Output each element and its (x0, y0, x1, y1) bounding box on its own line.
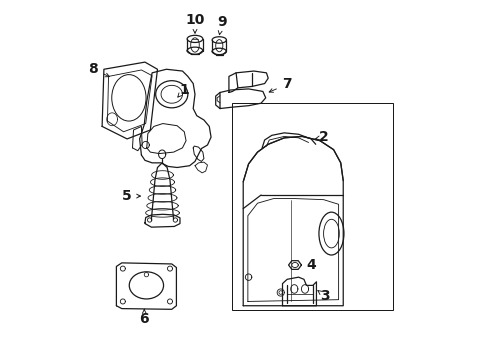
Text: 4: 4 (306, 258, 316, 272)
Text: 9: 9 (217, 15, 226, 29)
Text: 6: 6 (140, 312, 149, 325)
Text: 5: 5 (122, 189, 131, 203)
Bar (232, 103, 393, 310)
Text: 3: 3 (320, 289, 330, 303)
Text: 7: 7 (282, 77, 292, 91)
Text: 2: 2 (318, 130, 328, 144)
Text: 8: 8 (88, 62, 98, 76)
Text: 1: 1 (179, 83, 189, 97)
Text: 10: 10 (185, 13, 205, 27)
